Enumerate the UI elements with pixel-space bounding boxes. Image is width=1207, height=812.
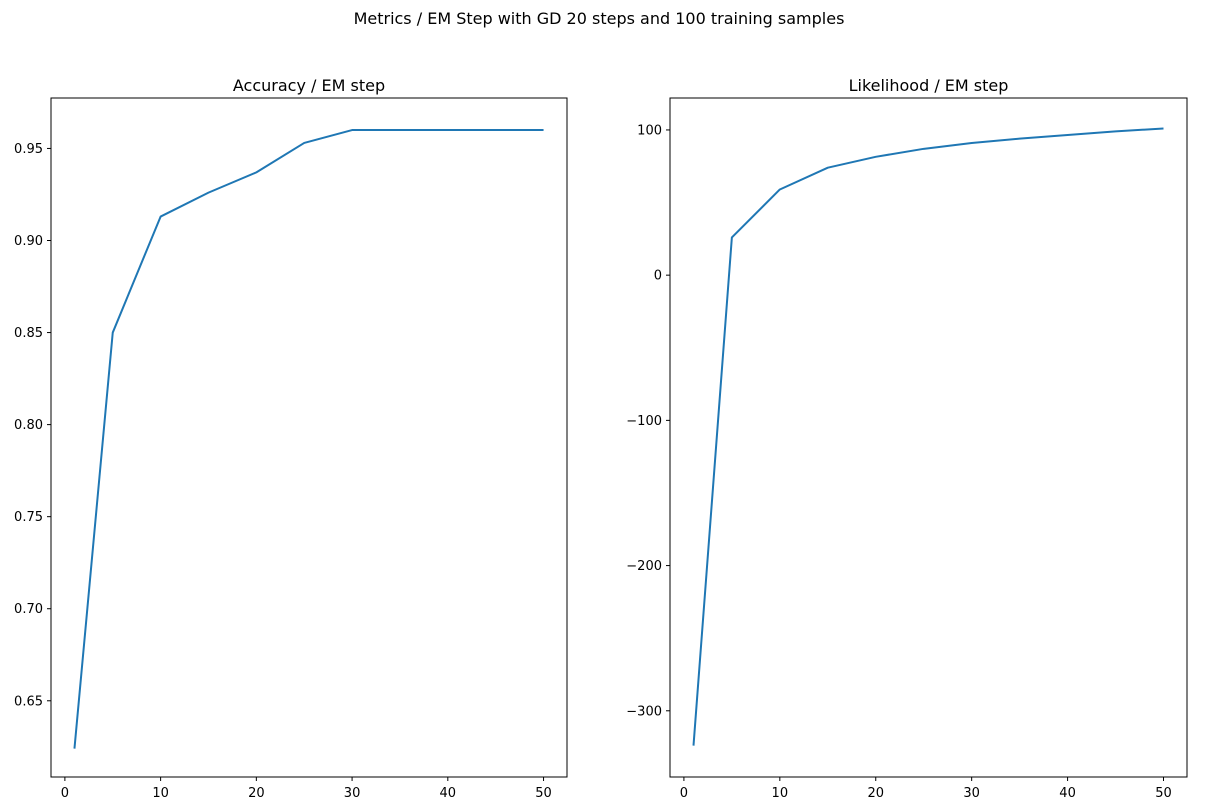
accuracy-chart: Accuracy / EM step 0 10 20 30 40 50 0.65 0.70 0.7… xyxy=(14,76,568,801)
accuracy-x-tick-label: 20 xyxy=(248,786,265,801)
accuracy-y-tick-label: 0.65 xyxy=(14,694,43,709)
likelihood-x-tick-label: 10 xyxy=(772,786,789,801)
likelihood-x-tick-label: 50 xyxy=(1155,786,1172,801)
accuracy-y-tick-label: 0.95 xyxy=(14,142,43,157)
accuracy-x-tick-label: 0 xyxy=(61,786,69,801)
accuracy-x-tick-label: 40 xyxy=(440,786,457,801)
accuracy-chart-title: Accuracy / EM step xyxy=(233,76,385,95)
likelihood-axes-frame xyxy=(669,97,1188,778)
accuracy-y-tick-label: 0.85 xyxy=(14,326,43,341)
accuracy-axes-frame xyxy=(50,97,568,778)
likelihood-x-tick-label: 40 xyxy=(1059,786,1076,801)
accuracy-x-tick-label: 10 xyxy=(152,786,169,801)
accuracy-y-tick-label: 0.70 xyxy=(14,602,43,617)
likelihood-series-line xyxy=(692,127,1164,746)
accuracy-x-tick-label: 30 xyxy=(344,786,361,801)
accuracy-y-tick-label: 0.80 xyxy=(14,418,43,433)
likelihood-y-tick-label: −200 xyxy=(626,559,662,574)
likelihood-y-tick-label: −100 xyxy=(626,414,662,429)
likelihood-y-tick-label: 100 xyxy=(637,123,662,138)
likelihood-x-tick-label: 20 xyxy=(867,786,884,801)
accuracy-x-tick-label: 50 xyxy=(535,786,552,801)
figure-suptitle: Metrics / EM Step with GD 20 steps and 1… xyxy=(354,9,845,28)
likelihood-y-tick-label: −300 xyxy=(626,704,662,719)
accuracy-y-tick-label: 0.75 xyxy=(14,510,43,525)
likelihood-y-tick-label: 0 xyxy=(654,269,662,284)
likelihood-chart: Likelihood / EM step 0 10 20 30 40 50 −300 −200 −… xyxy=(626,76,1188,801)
accuracy-series-line xyxy=(73,129,544,749)
accuracy-y-tick-label: 0.90 xyxy=(14,234,43,249)
likelihood-chart-title: Likelihood / EM step xyxy=(849,76,1009,95)
likelihood-x-tick-label: 30 xyxy=(963,786,980,801)
likelihood-x-tick-label: 0 xyxy=(680,786,688,801)
